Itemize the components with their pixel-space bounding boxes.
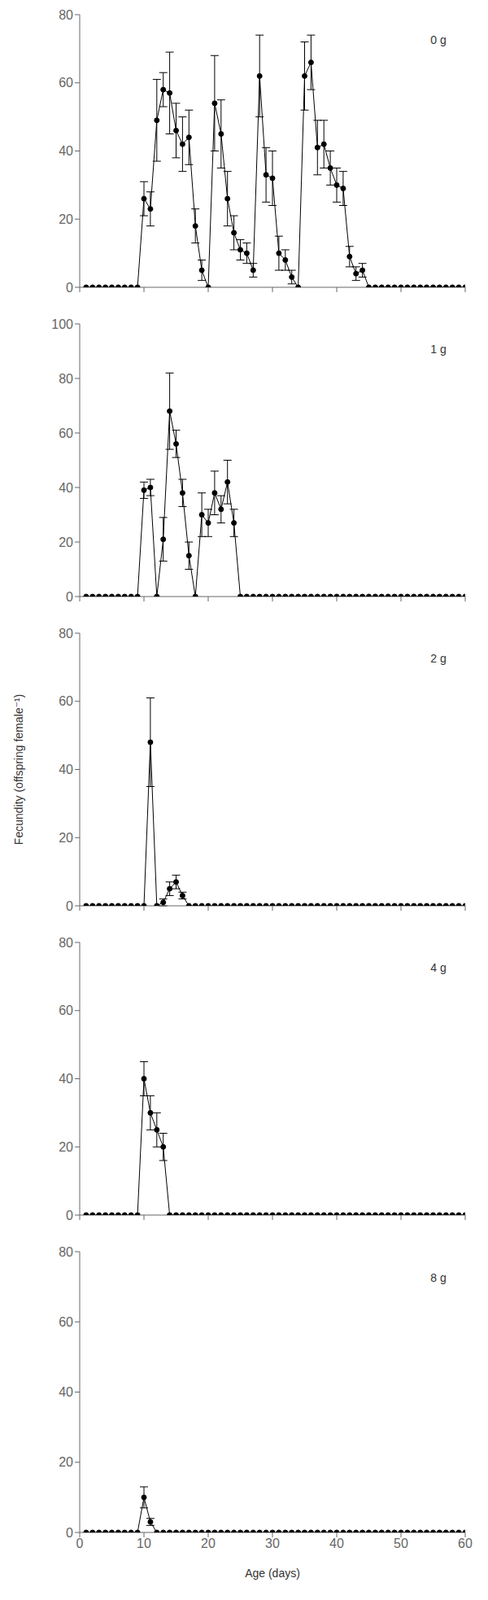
svg-text:60: 60 — [58, 426, 74, 441]
html-text:4 g: 4 g — [430, 960, 447, 974]
svg-text:40: 40 — [329, 1535, 345, 1550]
svg-text:0: 0 — [65, 1207, 74, 1222]
html-text:1 g: 1 g — [430, 342, 447, 356]
svg-text:0: 0 — [65, 280, 74, 295]
svg-text:Age (days): Age (days) — [244, 1565, 301, 1579]
svg-text:80: 80 — [58, 8, 74, 22]
svg-text:40: 40 — [58, 480, 74, 495]
svg-text:60: 60 — [58, 693, 74, 708]
svg-text:40: 40 — [58, 1071, 74, 1085]
svg-text:80: 80 — [58, 626, 74, 641]
svg-text:40: 40 — [58, 762, 74, 776]
svg-text:0: 0 — [65, 1525, 74, 1539]
html-text:0 g: 0 g — [430, 33, 447, 47]
svg-text:40: 40 — [58, 1384, 74, 1399]
svg-text:0: 0 — [65, 898, 74, 913]
svg-text:0: 0 — [76, 1535, 84, 1550]
svg-text:20: 20 — [58, 1139, 74, 1154]
html-text:2 g: 2 g — [430, 651, 447, 665]
svg-text:20: 20 — [200, 1535, 216, 1550]
html-text:8 g: 8 g — [430, 1270, 447, 1284]
svg-text:60: 60 — [58, 1002, 74, 1017]
svg-text:80: 80 — [58, 935, 74, 950]
svg-text:20: 20 — [58, 535, 74, 549]
svg-text:0: 0 — [65, 589, 74, 604]
svg-text:100: 100 — [51, 317, 74, 332]
svg-text:60: 60 — [457, 1535, 473, 1550]
svg-text:10: 10 — [136, 1535, 152, 1550]
svg-text:80: 80 — [58, 1244, 74, 1259]
svg-text:40: 40 — [58, 143, 74, 158]
svg-text:20: 20 — [58, 1454, 74, 1469]
svg-text:50: 50 — [393, 1535, 409, 1550]
svg-text:20: 20 — [58, 212, 74, 227]
svg-text:60: 60 — [58, 75, 74, 90]
svg-text:Fecundity (offspring female⁻¹): Fecundity (offspring female⁻¹) — [12, 693, 26, 845]
svg-text:80: 80 — [58, 371, 74, 386]
svg-text:60: 60 — [58, 1314, 74, 1329]
svg-text:20: 20 — [58, 830, 74, 845]
svg-text:30: 30 — [265, 1535, 280, 1550]
